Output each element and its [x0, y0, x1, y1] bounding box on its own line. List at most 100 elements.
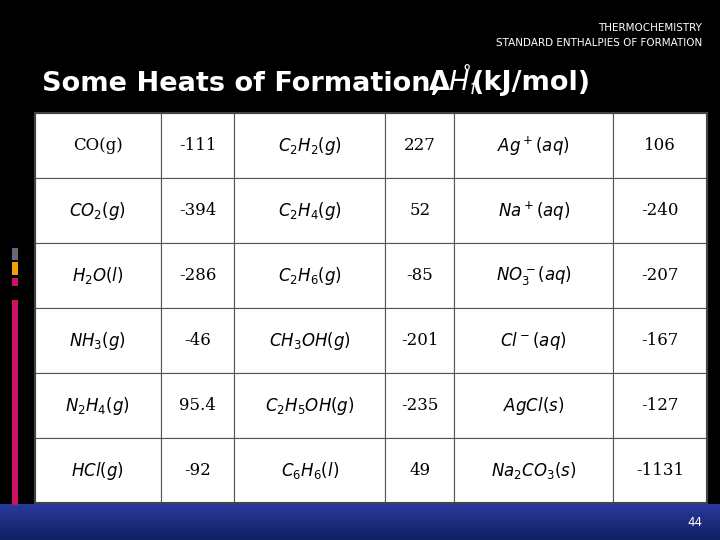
- Bar: [0, 514, 720, 515]
- Bar: [0, 529, 720, 531]
- Bar: [454, 244, 613, 308]
- Bar: [0, 526, 720, 528]
- Bar: [454, 438, 613, 503]
- Text: $HCl(g)$: $HCl(g)$: [71, 460, 124, 482]
- Text: $C_2H_5OH(g)$: $C_2H_5OH(g)$: [265, 395, 354, 417]
- Text: $AgCl(s)$: $AgCl(s)$: [503, 395, 564, 417]
- Text: Some Heats of Formation,: Some Heats of Formation,: [42, 71, 450, 97]
- Text: 106: 106: [644, 137, 676, 154]
- Text: $C_2H_4(g)$: $C_2H_4(g)$: [278, 200, 342, 222]
- Bar: [234, 438, 385, 503]
- Bar: [161, 244, 234, 308]
- Bar: [35, 113, 161, 178]
- Text: $Cl^-(aq)$: $Cl^-(aq)$: [500, 330, 567, 352]
- Bar: [234, 373, 385, 438]
- Text: -201: -201: [401, 332, 438, 349]
- Text: CO(g): CO(g): [73, 137, 122, 154]
- Bar: [0, 536, 720, 538]
- Bar: [35, 178, 161, 244]
- Bar: [35, 308, 161, 373]
- Text: $NO_3^-(aq)$: $NO_3^-(aq)$: [496, 265, 572, 287]
- Bar: [613, 113, 707, 178]
- Bar: [0, 516, 720, 518]
- Text: 49: 49: [409, 462, 431, 480]
- Bar: [0, 505, 720, 540]
- Bar: [0, 505, 720, 507]
- Text: STANDARD ENTHALPIES OF FORMATION: STANDARD ENTHALPIES OF FORMATION: [496, 38, 702, 48]
- Text: 95.4: 95.4: [179, 397, 216, 414]
- Text: -111: -111: [179, 137, 216, 154]
- Bar: [454, 113, 613, 178]
- Bar: [234, 113, 385, 178]
- Text: -207: -207: [642, 267, 679, 285]
- Text: THERMOCHEMISTRY: THERMOCHEMISTRY: [598, 23, 702, 33]
- Bar: [0, 521, 720, 523]
- Bar: [454, 373, 613, 438]
- Bar: [613, 308, 707, 373]
- Bar: [161, 308, 234, 373]
- Bar: [0, 524, 720, 526]
- Text: $C_2H_6(g)$: $C_2H_6(g)$: [278, 265, 342, 287]
- Bar: [613, 373, 707, 438]
- Bar: [0, 530, 720, 532]
- Bar: [0, 515, 720, 517]
- Text: -235: -235: [401, 397, 438, 414]
- Bar: [35, 373, 161, 438]
- Text: $H_2O(l)$: $H_2O(l)$: [72, 265, 124, 286]
- Text: $C_6H_6(l)$: $C_6H_6(l)$: [281, 460, 338, 481]
- Bar: [161, 438, 234, 503]
- Text: $Na_2CO_3(s)$: $Na_2CO_3(s)$: [491, 460, 577, 481]
- Text: $C_2H_2(g)$: $C_2H_2(g)$: [278, 135, 342, 157]
- Bar: [12, 262, 18, 275]
- Bar: [385, 373, 454, 438]
- Text: -46: -46: [184, 332, 211, 349]
- Bar: [12, 300, 18, 505]
- Bar: [0, 522, 720, 524]
- Bar: [12, 248, 18, 260]
- Text: -85: -85: [406, 267, 433, 285]
- Bar: [12, 278, 18, 286]
- Bar: [0, 534, 720, 535]
- Bar: [385, 178, 454, 244]
- Bar: [0, 518, 720, 520]
- Bar: [0, 508, 720, 510]
- Bar: [0, 537, 720, 539]
- Bar: [454, 178, 613, 244]
- Text: -394: -394: [179, 202, 216, 219]
- Bar: [0, 535, 720, 537]
- Text: -240: -240: [642, 202, 679, 219]
- Bar: [0, 504, 720, 506]
- Bar: [0, 523, 720, 525]
- Text: $NH_3(g)$: $NH_3(g)$: [69, 330, 126, 352]
- Bar: [0, 507, 720, 509]
- Bar: [0, 509, 720, 511]
- Text: $Na^+(aq)$: $Na^+(aq)$: [498, 199, 570, 222]
- Text: °: °: [462, 65, 471, 83]
- Bar: [161, 113, 234, 178]
- Bar: [0, 525, 720, 527]
- Bar: [0, 510, 720, 512]
- Bar: [0, 511, 720, 513]
- Bar: [454, 308, 613, 373]
- Bar: [0, 517, 720, 519]
- Bar: [385, 113, 454, 178]
- Text: $CO_2(g)$: $CO_2(g)$: [69, 200, 126, 222]
- Text: -127: -127: [642, 397, 679, 414]
- Text: 44: 44: [687, 516, 702, 529]
- Bar: [385, 244, 454, 308]
- Bar: [613, 178, 707, 244]
- Bar: [0, 538, 720, 540]
- Bar: [0, 532, 720, 534]
- Bar: [613, 438, 707, 503]
- Bar: [234, 244, 385, 308]
- Text: 227: 227: [404, 137, 436, 154]
- Bar: [0, 512, 720, 514]
- Text: $\mathbf{\Delta \it{H}_f}$: $\mathbf{\Delta \it{H}_f}$: [428, 69, 481, 97]
- Text: $CH_3OH(g)$: $CH_3OH(g)$: [269, 330, 351, 352]
- Text: -1131: -1131: [636, 462, 684, 480]
- Bar: [234, 178, 385, 244]
- Bar: [385, 308, 454, 373]
- Bar: [161, 373, 234, 438]
- Text: $Ag^+(aq)$: $Ag^+(aq)$: [498, 134, 570, 158]
- Text: -286: -286: [179, 267, 216, 285]
